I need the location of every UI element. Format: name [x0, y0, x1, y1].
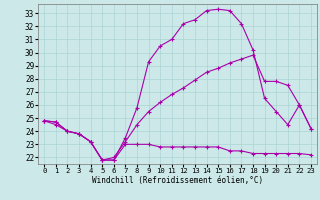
X-axis label: Windchill (Refroidissement éolien,°C): Windchill (Refroidissement éolien,°C) [92, 176, 263, 185]
